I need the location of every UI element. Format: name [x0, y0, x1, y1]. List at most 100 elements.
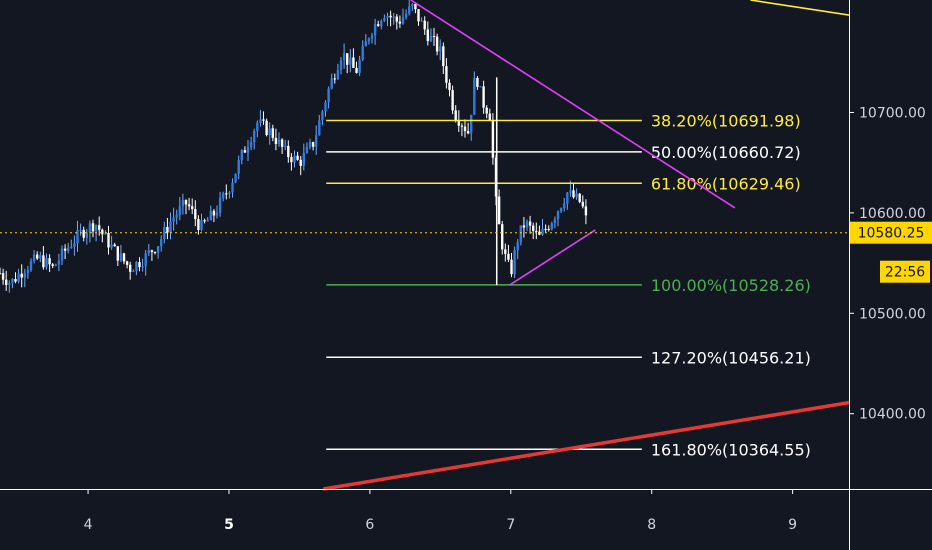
triangle-upper-line[interactable] [410, 0, 736, 209]
candle-body [367, 38, 371, 42]
candle-body [491, 120, 495, 158]
fib-level-label: 127.20%(10456.21) [651, 348, 811, 367]
candle-body [184, 200, 188, 205]
candle-body [42, 255, 45, 268]
candle-body [215, 212, 219, 216]
candle-body [380, 20, 383, 27]
candle-body [479, 86, 482, 88]
time-tick-label: 9 [788, 517, 797, 533]
candle-body [153, 252, 157, 254]
fib-level-label: 161.80%(10364.55) [651, 440, 811, 459]
candle-body [231, 182, 234, 193]
candle-body [547, 228, 550, 230]
candle-body [17, 273, 20, 282]
candle-body [318, 120, 321, 136]
candle-body [122, 253, 126, 262]
candle-body [563, 203, 566, 209]
candle-body [110, 244, 113, 248]
candle-body [290, 157, 293, 163]
candle-body [249, 142, 253, 148]
candle-body [63, 248, 67, 251]
candle-body [132, 271, 135, 273]
candle-body [32, 254, 36, 262]
candle-body [212, 210, 216, 216]
candle-body [11, 278, 14, 284]
candle-body [373, 24, 377, 36]
candle-body [129, 264, 132, 272]
candle-body [377, 24, 380, 27]
candle-body [333, 78, 337, 80]
candle-body [389, 15, 392, 18]
candle-body [200, 220, 203, 230]
candle-body [48, 258, 51, 265]
candle-body [187, 204, 191, 207]
fib-level-label: 50.00%(10660.72) [651, 143, 801, 162]
candle-body [525, 221, 529, 228]
fibonacci-retracement[interactable]: 38.20%(10691.98) 50.00%(10660.72) 61.80%(1… [326, 112, 811, 460]
candle-body [519, 225, 523, 243]
candle-body [163, 226, 166, 240]
candle-body [70, 247, 73, 249]
candle-body [566, 192, 569, 204]
triangle-lower-line[interactable] [508, 229, 596, 286]
candle-body [259, 119, 262, 123]
candle-body [284, 145, 287, 147]
candle-body [457, 120, 461, 126]
candle-body [172, 217, 175, 222]
candle-body [342, 53, 346, 61]
candle-body [454, 110, 457, 121]
candle-body [516, 242, 519, 250]
current-price-value: 10580.25 [858, 226, 925, 242]
candle-body [141, 266, 144, 268]
candle-body [435, 36, 439, 52]
candle-body [206, 220, 209, 222]
candle-body [98, 225, 101, 230]
candle-body [451, 90, 454, 111]
candle-body [420, 20, 423, 22]
candle-body [243, 150, 247, 153]
candle-body [194, 209, 197, 219]
red-support-line[interactable] [323, 400, 850, 491]
candle-body [256, 122, 259, 132]
candle-body [277, 139, 281, 144]
candle-body [234, 173, 237, 183]
candle-body [14, 278, 17, 282]
candle-body [305, 146, 309, 153]
candle-body [296, 155, 299, 160]
candle-body [497, 196, 501, 225]
candle-body [268, 128, 271, 136]
price-tick-label: 10700.00 [859, 105, 926, 121]
candle-body [401, 17, 405, 24]
candle-body [572, 190, 575, 198]
candle-body [355, 67, 358, 73]
candle-body [488, 113, 492, 121]
time-tick-label: 6 [365, 517, 374, 533]
trendlines[interactable] [323, 0, 850, 491]
candle-body [169, 221, 172, 233]
candle-body [0, 273, 2, 275]
candle-body [386, 15, 389, 18]
candle-body [147, 250, 151, 254]
candle-body [522, 225, 526, 228]
candle-body [287, 145, 290, 158]
candle-body [113, 244, 116, 247]
candle-body [308, 142, 312, 147]
candle-body [556, 211, 560, 220]
candle-body [1, 273, 5, 280]
candle-body [553, 219, 557, 224]
candle-body [550, 223, 554, 230]
candle-body [507, 253, 510, 260]
candle-body [253, 131, 256, 143]
candle-body [274, 137, 278, 144]
candle-body [5, 279, 8, 285]
candle-body [156, 246, 160, 253]
candle-body [575, 193, 578, 198]
yellow-resistance-line[interactable] [750, 0, 850, 16]
candle-body [423, 20, 426, 30]
candle-body [265, 120, 268, 136]
candle-body [36, 254, 39, 259]
candle-body [240, 150, 244, 161]
candle-body [54, 264, 58, 266]
